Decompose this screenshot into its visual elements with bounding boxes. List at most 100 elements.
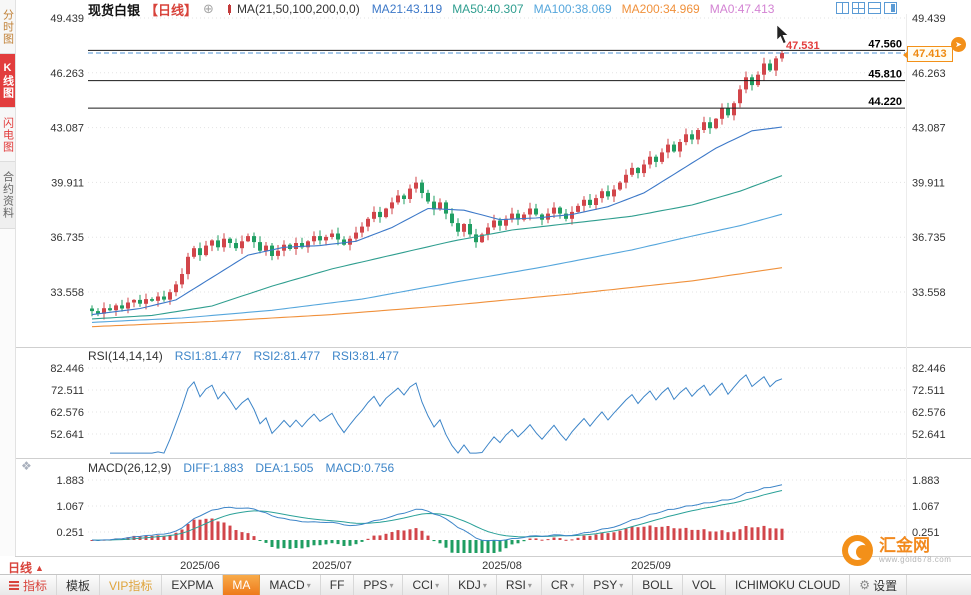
period-selector[interactable]: 日线 ▲ [8, 559, 44, 576]
toolbar-item-ichimoku[interactable]: ICHIMOKU CLOUD [726, 575, 851, 595]
ma-settings-label[interactable]: MA(21,50,100,200,0,0) [236, 2, 360, 16]
date-tick: 2025/09 [631, 560, 671, 572]
add-indicator-icon[interactable]: ⊕ [203, 1, 214, 16]
side-tab-kline[interactable]: K线图 [0, 54, 15, 108]
toolbar-item-label: KDJ [458, 578, 481, 592]
toolbar-item-pps[interactable]: PPS ▾ [354, 575, 404, 595]
rsi-settings-label[interactable]: RSI(14,14,14) [88, 348, 163, 363]
toolbar-item-label: EXPMA [171, 578, 214, 592]
macd-panel-icon[interactable]: ❖ [21, 459, 32, 473]
svg-text:72.511: 72.511 [51, 385, 84, 397]
side-tab-time-share[interactable]: 分时图 [0, 0, 15, 54]
candle [144, 299, 148, 304]
ma-legend-values: MA21:43.119 MA50:40.307 MA100:38.069 MA200:… [372, 2, 785, 16]
toolbar-item-cci[interactable]: CCI ▾ [403, 575, 450, 595]
candle [732, 103, 736, 116]
candle [678, 142, 682, 152]
toolbar-item-kdj[interactable]: KDJ ▾ [449, 575, 497, 595]
toolbar-item-cr[interactable]: CR ▾ [542, 575, 585, 595]
candle [450, 213, 454, 224]
candle [666, 144, 670, 153]
jump-to-latest-button[interactable]: ➤ [951, 37, 966, 52]
candle [648, 156, 652, 165]
candle [354, 232, 358, 239]
candle [102, 308, 106, 314]
candle [582, 199, 586, 206]
toolbar-item-indicators[interactable]: 指标 [0, 575, 58, 595]
toolbar-item-psy[interactable]: PSY ▾ [584, 575, 634, 595]
ma-line-MA200 [91, 267, 783, 328]
candle [390, 202, 394, 209]
candle [222, 238, 226, 248]
candle [336, 233, 340, 240]
side-tab-lightning[interactable]: 闪电图 [0, 108, 15, 162]
chevron-up-icon: ▲ [35, 562, 44, 573]
candle [438, 202, 442, 210]
macd-panel-header: MACD(26,12,9) DIFF:1.883 DEA:1.505 MACD:0.… [88, 460, 406, 475]
gridlines [15, 14, 971, 557]
toolbar-item-templates[interactable]: 模板 [57, 575, 101, 595]
toolbar-item-label: RSI [505, 578, 526, 592]
candle [606, 191, 610, 197]
candle [552, 207, 556, 214]
toolbar-item-macd[interactable]: MACD ▾ [260, 575, 321, 595]
toolbar-item-expma[interactable]: EXPMA [162, 575, 224, 595]
candle [498, 220, 502, 226]
candle [516, 213, 520, 220]
layout-grid-icon[interactable] [852, 2, 865, 14]
svg-text:62.576: 62.576 [50, 407, 84, 419]
candle [198, 248, 202, 256]
toolbar-item-ma[interactable]: MA [223, 575, 261, 595]
candle [756, 74, 760, 86]
svg-text:46.263: 46.263 [912, 68, 946, 80]
candle [312, 236, 316, 242]
svg-text:44.220: 44.220 [868, 96, 902, 108]
layout-two-row-icon[interactable] [868, 2, 881, 14]
svg-text:52.641: 52.641 [912, 429, 946, 441]
candle [774, 58, 778, 71]
candle [156, 296, 160, 301]
logo-name: 汇金网 [879, 536, 930, 555]
candle [618, 182, 622, 190]
ma-value: MA50:40.307 [452, 2, 524, 16]
svg-text:49.439: 49.439 [50, 13, 84, 25]
svg-text:39.911: 39.911 [51, 177, 84, 189]
macd-settings-label[interactable]: MACD(26,12,9) [88, 460, 172, 475]
candle [426, 192, 430, 202]
candle [180, 274, 184, 285]
toolbar-item-label: 指标 [23, 578, 48, 593]
toolbar-item-label: VIP指标 [109, 578, 153, 593]
chevron-down-icon: ▾ [570, 580, 575, 590]
toolbar-item-settings[interactable]: ⚙ 设置 [850, 575, 908, 595]
toolbar-item-vip-indicators[interactable]: VIP指标 [100, 575, 163, 595]
axis-labels: 49.439 49.439 46.263 46.263 43.087 43.087 39.9… [50, 13, 945, 539]
svg-text:0.251: 0.251 [56, 527, 84, 539]
layout-expand-icon[interactable] [884, 2, 897, 14]
candle [684, 134, 688, 143]
chart-canvas[interactable]: 47.560 45.810 44.220 47.531 49.439 49.439 46.2… [0, 0, 971, 557]
candle [558, 207, 562, 214]
toolbar-item-rsi[interactable]: RSI ▾ [497, 575, 542, 595]
candle [594, 198, 598, 205]
macd-values: DIFF:1.883 DEA:1.505 MACD:0.756 [183, 461, 406, 475]
side-tab-contract-info[interactable]: 合约资料 [0, 162, 15, 229]
price-level-lines[interactable]: 47.560 45.810 44.220 47.531 [88, 24, 905, 109]
date-tick: 2025/08 [482, 560, 522, 572]
candle [702, 122, 706, 130]
candle [588, 199, 592, 205]
ma-value: MA200:34.969 [621, 2, 700, 16]
toolbar-item-boll[interactable]: BOLL [633, 575, 683, 595]
toolbar-item-vol[interactable]: VOL [683, 575, 726, 595]
toolbar-item-label: MA [232, 578, 251, 592]
chevron-down-icon: ▾ [619, 580, 624, 590]
candle [378, 211, 382, 218]
svg-text:49.439: 49.439 [912, 13, 946, 25]
layout-two-column-icon[interactable] [836, 2, 849, 14]
candle [96, 311, 100, 314]
mouse-cursor-icon [776, 24, 789, 44]
ma-value: MA0:47.413 [709, 2, 775, 16]
ma-indicator-icon[interactable] [225, 3, 233, 15]
toolbar-item-ff[interactable]: FF [321, 575, 355, 595]
candle [744, 77, 748, 90]
